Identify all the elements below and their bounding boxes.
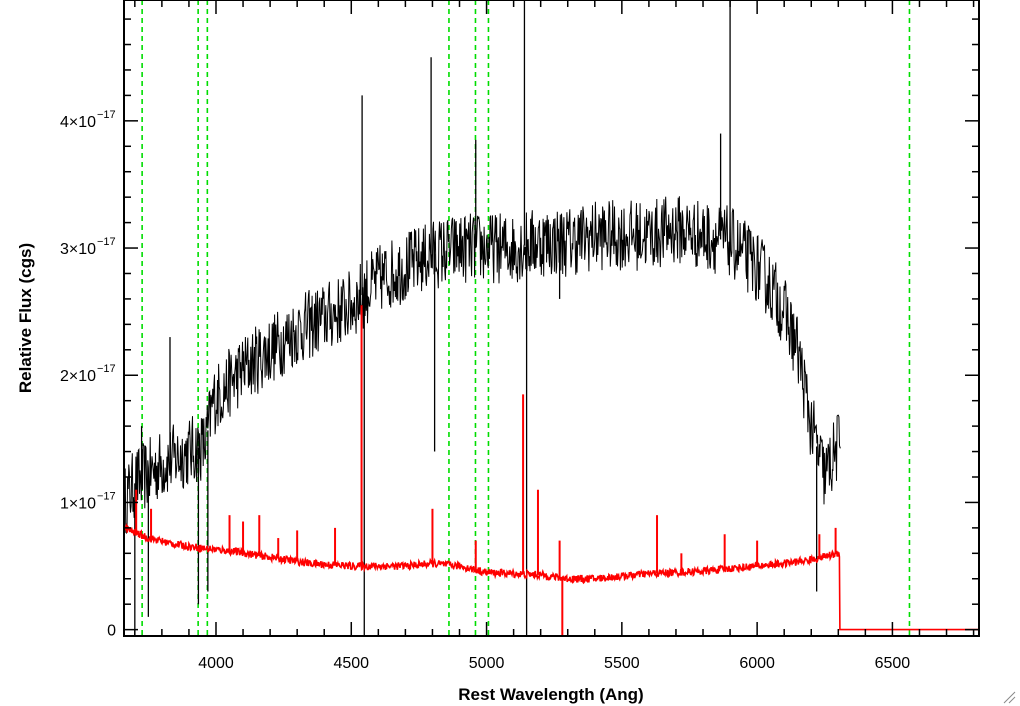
x-tick-label: 4000 <box>198 655 234 672</box>
y-tick-label: 1×10 <box>60 495 96 512</box>
y-tick-label: 0 <box>107 623 116 640</box>
x-tick-label: 5500 <box>604 655 640 672</box>
x-tick-label: 5000 <box>469 655 505 672</box>
y-tick-label: 4×10 <box>60 114 96 131</box>
x-axis-title: Rest Wavelength (Ang) <box>458 685 643 704</box>
y-axis-title: Relative Flux (cgs) <box>16 243 35 393</box>
x-axis-ticks: 4000 4500 5000 5500 6000 6500 <box>134 0 975 672</box>
y-tick-exponent: −17 <box>97 490 116 502</box>
x-tick-label: 6500 <box>875 655 911 672</box>
reference-lines <box>141 0 911 636</box>
x-tick-label: 6000 <box>739 655 775 672</box>
y-tick-label: 2×10 <box>60 368 96 385</box>
y-tick-exponent: −17 <box>97 236 116 248</box>
x-tick-label: 4500 <box>333 655 369 672</box>
y-axis-ticks: 01×10 −172×10 −173×10 −174×10 −17 <box>60 18 979 640</box>
series-layer <box>123 1 979 635</box>
plot-frame <box>123 0 980 637</box>
y-tick-exponent: −17 <box>97 109 116 121</box>
y-tick-label: 3×10 <box>60 241 96 258</box>
resize-grip-icon[interactable] <box>1002 690 1016 704</box>
y-tick-exponent: −17 <box>97 363 116 375</box>
